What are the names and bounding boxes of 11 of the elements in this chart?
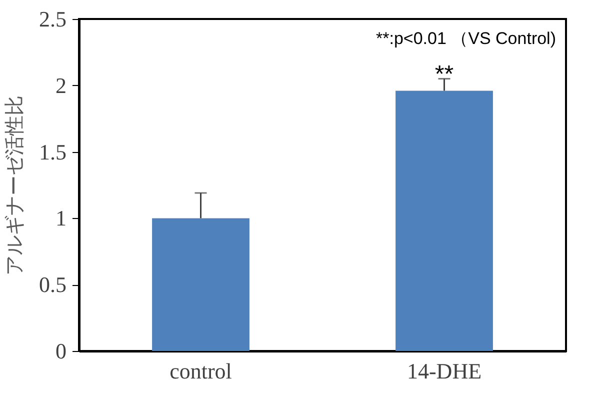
y-tick-label: 2 [56,72,66,98]
y-tick-label: 1.5 [39,139,66,164]
x-tick-label: control [170,358,232,384]
x-tick-label: 14-DHE [406,358,482,384]
y-tick-label: 0.5 [39,272,66,298]
annotation: **:p<0.01 （VS Control) [376,29,556,48]
annotation: ** [434,60,454,88]
y-tick-label: 2.5 [39,6,66,32]
y-tick-label: 1 [56,206,66,231]
y-tick-label: 0 [56,338,66,364]
y-axis-title: アルギナーゼ活性比 [4,96,26,276]
